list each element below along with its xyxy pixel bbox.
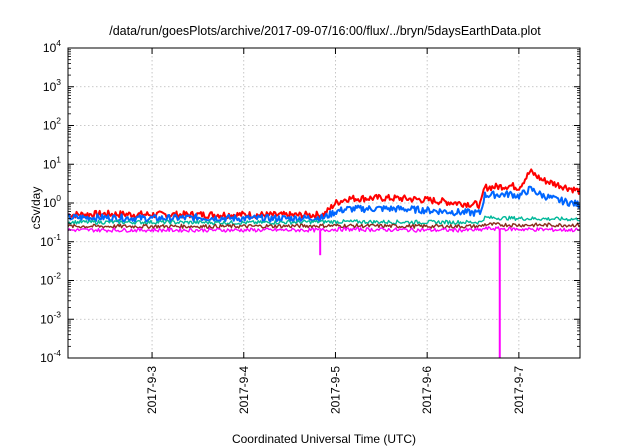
grid bbox=[68, 48, 580, 358]
series-layer bbox=[68, 168, 580, 358]
y-tick-label: 100 bbox=[43, 193, 61, 210]
x-tick-label: 2017-9-3 bbox=[145, 366, 159, 414]
series-line bbox=[68, 222, 580, 230]
series-line bbox=[68, 226, 580, 233]
y-tick-label: 10-4 bbox=[40, 348, 61, 365]
y-tick-label: 104 bbox=[43, 38, 61, 55]
y-tick-label: 102 bbox=[43, 116, 61, 133]
y-axis-label: cSv/day bbox=[29, 187, 43, 230]
x-tick-label: 2017-9-6 bbox=[420, 366, 434, 414]
x-tick-label: 2017-9-7 bbox=[512, 366, 526, 414]
chart-title: /data/run/goesPlots/archive/2017-09-07/1… bbox=[109, 24, 541, 38]
series-line bbox=[68, 215, 580, 226]
x-tick-label: 2017-9-4 bbox=[237, 366, 251, 414]
x-axis: 2017-9-3 2017-9-4 2017-9-5 2017-9-6 2017-9-7 bbox=[145, 48, 526, 414]
y-tick-label: 10-1 bbox=[40, 232, 61, 249]
y-tick-label: 101 bbox=[43, 154, 61, 171]
y-axis: 10-4 10-3 10-2 10-1 100 101 102 103 104 bbox=[40, 38, 580, 365]
y-tick-label: 10-3 bbox=[40, 309, 61, 326]
y-tick-label: 103 bbox=[43, 77, 61, 94]
series-line bbox=[68, 185, 580, 223]
x-tick-label: 2017-9-5 bbox=[328, 366, 342, 414]
y-tick-label: 10-2 bbox=[40, 271, 61, 288]
x-axis-label: Coordinated Universal Time (UTC) bbox=[232, 432, 416, 446]
